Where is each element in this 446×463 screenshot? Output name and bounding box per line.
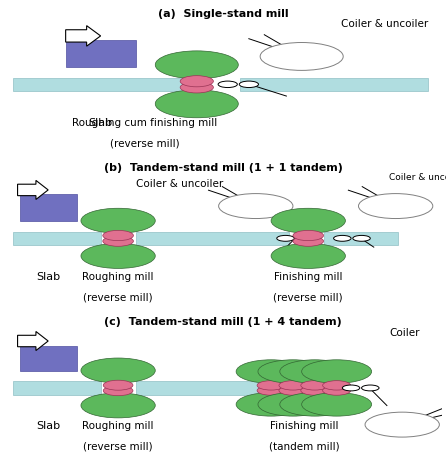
Circle shape: [368, 197, 424, 216]
Circle shape: [219, 194, 293, 219]
Text: (reverse mill): (reverse mill): [83, 441, 153, 451]
Circle shape: [271, 244, 345, 269]
Circle shape: [280, 393, 350, 416]
Text: Roughing cum finishing mill: Roughing cum finishing mill: [72, 117, 217, 127]
Text: Slab: Slab: [36, 271, 60, 281]
Circle shape: [237, 200, 274, 213]
Text: Slab: Slab: [89, 117, 113, 127]
Circle shape: [359, 194, 433, 219]
Circle shape: [103, 231, 133, 241]
Circle shape: [322, 386, 351, 395]
Circle shape: [281, 50, 322, 64]
Circle shape: [353, 236, 370, 242]
Polygon shape: [17, 332, 48, 351]
Circle shape: [271, 209, 345, 234]
Circle shape: [180, 76, 213, 88]
Bar: [20, 346, 77, 371]
Circle shape: [362, 385, 379, 391]
Text: (a)  Single-stand mill: (a) Single-stand mill: [158, 9, 288, 19]
Circle shape: [343, 385, 360, 391]
Polygon shape: [66, 26, 101, 47]
Circle shape: [260, 44, 343, 71]
Text: (reverse mill): (reverse mill): [273, 292, 343, 301]
Circle shape: [279, 386, 307, 395]
Text: Slab: Slab: [36, 420, 60, 430]
Bar: [136, 382, 267, 394]
Circle shape: [280, 360, 350, 383]
Bar: [66, 41, 136, 68]
Circle shape: [81, 244, 155, 269]
Circle shape: [228, 197, 284, 216]
Circle shape: [236, 393, 306, 416]
Circle shape: [279, 381, 307, 390]
Circle shape: [271, 47, 333, 68]
Circle shape: [322, 381, 351, 390]
Bar: [13, 382, 101, 394]
Circle shape: [377, 200, 414, 213]
Bar: [13, 232, 101, 245]
Circle shape: [155, 91, 238, 119]
Circle shape: [257, 381, 285, 390]
Circle shape: [218, 82, 237, 88]
Circle shape: [81, 209, 155, 234]
Circle shape: [257, 386, 285, 395]
Polygon shape: [17, 181, 48, 200]
Circle shape: [81, 358, 155, 383]
Circle shape: [374, 415, 430, 434]
Circle shape: [301, 393, 372, 416]
Text: (reverse mill): (reverse mill): [83, 292, 153, 301]
Bar: [323, 232, 398, 245]
Circle shape: [293, 231, 323, 241]
Text: Roughing mill: Roughing mill: [83, 271, 154, 281]
Circle shape: [103, 386, 133, 396]
Circle shape: [301, 360, 372, 383]
Bar: [240, 79, 429, 92]
Circle shape: [334, 236, 351, 242]
Circle shape: [103, 381, 133, 390]
Circle shape: [258, 360, 328, 383]
Text: (reverse mill): (reverse mill): [110, 138, 179, 148]
Circle shape: [293, 237, 323, 247]
Text: Coiler & uncoiler: Coiler & uncoiler: [341, 19, 428, 29]
Circle shape: [365, 412, 439, 437]
Text: Finishing mill: Finishing mill: [270, 420, 338, 430]
Text: Coiler & uncoiler: Coiler & uncoiler: [136, 178, 223, 188]
Circle shape: [239, 82, 259, 88]
Text: (tandem mill): (tandem mill): [268, 441, 339, 451]
Circle shape: [236, 360, 306, 383]
Circle shape: [258, 393, 328, 416]
Text: (b)  Tandem-stand mill (1 + 1 tandem): (b) Tandem-stand mill (1 + 1 tandem): [103, 163, 343, 173]
Circle shape: [277, 236, 294, 242]
Circle shape: [301, 381, 329, 390]
Bar: [136, 232, 289, 245]
Bar: [20, 195, 77, 221]
Text: Finishing mill: Finishing mill: [274, 271, 343, 281]
Circle shape: [301, 386, 329, 395]
Circle shape: [180, 82, 213, 94]
Text: Coiler & uncoiler: Coiler & uncoiler: [389, 173, 446, 182]
Circle shape: [155, 52, 238, 80]
Circle shape: [81, 393, 155, 418]
Circle shape: [103, 237, 133, 247]
Circle shape: [384, 419, 421, 431]
Text: (c)  Tandem-stand mill (1 + 4 tandem): (c) Tandem-stand mill (1 + 4 tandem): [104, 316, 342, 326]
Text: Roughing mill: Roughing mill: [83, 420, 154, 430]
Bar: [13, 79, 197, 92]
Circle shape: [296, 236, 314, 242]
Text: Coiler: Coiler: [389, 327, 420, 338]
